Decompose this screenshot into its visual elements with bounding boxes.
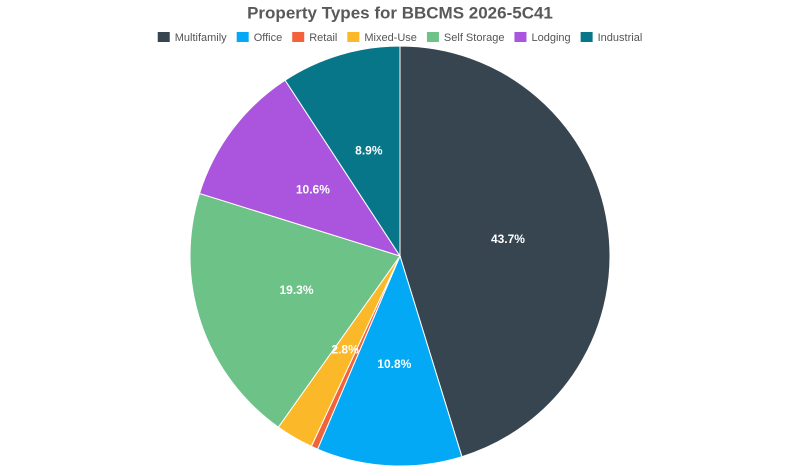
legend-label: Office [254, 32, 283, 44]
legend-item: Multifamily [157, 32, 227, 44]
chart-title: Property Types for BBCMS 2026-5C41 [247, 3, 553, 22]
legend-swatch [426, 32, 439, 42]
slice-label: 2.8% [331, 343, 359, 357]
legend-swatch [157, 32, 170, 42]
legend-item: Industrial [580, 32, 643, 44]
legend-swatch [236, 32, 249, 42]
legend: Multifamily Office Retail Mixed-Use Self Sto… [157, 32, 643, 44]
legend-label: Self Storage [444, 32, 505, 44]
pie-slice [189, 192, 401, 428]
legend-label: Industrial [598, 32, 643, 44]
slice-label: 10.8% [377, 357, 411, 371]
legend-item: Lodging [514, 32, 571, 44]
legend-item: Self Storage [426, 32, 505, 44]
legend-item: Mixed-Use [347, 32, 417, 44]
pie [189, 45, 611, 466]
legend-item: Office [236, 32, 283, 44]
slice-label: 43.7% [491, 232, 525, 246]
slice-labels: 43.7% 10.8% 2.8% 19.3% 10.6% 8.9% [280, 144, 526, 372]
legend-swatch [514, 32, 527, 42]
pie-slice [284, 45, 401, 258]
legend-label: Retail [309, 32, 337, 44]
slice-label: 8.9% [355, 144, 383, 158]
slice-label: 19.3% [280, 283, 314, 297]
slice-label: 10.6% [296, 182, 330, 196]
legend-item: Retail [292, 32, 337, 44]
pie-slice [198, 79, 402, 257]
legend-swatch [580, 32, 593, 42]
legend-label: Mixed-Use [364, 32, 417, 44]
legend-swatch [347, 32, 360, 42]
legend-label: Lodging [531, 32, 570, 44]
legend-swatch [292, 32, 305, 42]
pie-slice [399, 45, 611, 458]
legend-label: Multifamily [175, 32, 227, 44]
